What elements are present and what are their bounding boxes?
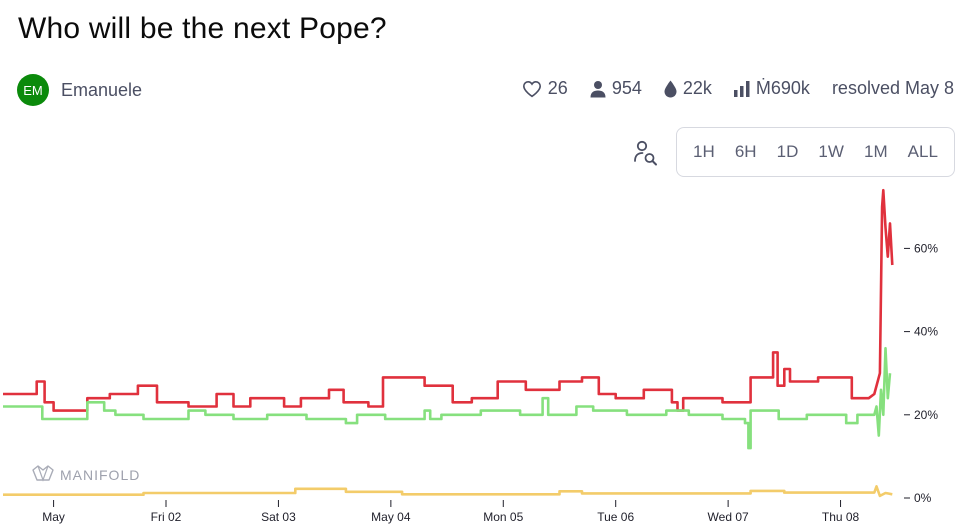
range-1w-button[interactable]: 1W <box>818 142 844 161</box>
range-all-button[interactable]: ALL <box>907 142 938 161</box>
y-axis: 0% 20% 40% 60% <box>904 241 938 505</box>
x-tick-label: Thu 08 <box>822 510 860 524</box>
manifold-watermark: MANIFOLD <box>32 464 140 485</box>
creator[interactable]: EM Emanuele <box>17 74 142 106</box>
x-tick-label: Mon 05 <box>483 510 523 524</box>
bar-chart-icon <box>733 80 750 97</box>
range-1h-button[interactable]: 1H <box>693 142 715 161</box>
x-tick-label: May 04 <box>371 510 411 524</box>
market-title: Who will be the next Pope? <box>18 12 387 45</box>
series-line-1 <box>3 346 892 450</box>
y-tick-label: 0% <box>914 491 932 505</box>
market-stats: 26 954 22k Ṁ690k resolved May 8 <box>522 78 954 99</box>
volume-stat: Ṁ690k <box>733 78 810 99</box>
range-1m-button[interactable]: 1M <box>863 142 888 161</box>
x-tick-label: Fri 02 <box>151 510 182 524</box>
liquidity-stat: 22k <box>664 78 712 99</box>
status-stat: resolved May 8 <box>832 78 954 99</box>
droplet-icon <box>664 80 677 98</box>
search-person-icon[interactable] <box>634 140 658 166</box>
manifold-logo-icon <box>32 464 54 485</box>
user-icon <box>590 80 606 98</box>
chart-svg: 0% 20% 40% 60% May Fri 02 Sat 03 May 04 Mon 05 T… <box>3 188 938 524</box>
x-tick-label: Sat 03 <box>261 510 296 524</box>
series-line-0 <box>3 188 894 412</box>
liquidity-amount: 22k <box>682 78 712 98</box>
likes-count: 26 <box>547 78 568 98</box>
y-tick-label: 40% <box>914 325 938 339</box>
traders-count: 954 <box>611 78 642 98</box>
x-axis: May Fri 02 Sat 03 May 04 Mon 05 Tue 06 Wed 07 T… <box>42 500 860 524</box>
likes-stat[interactable]: 26 <box>522 78 568 99</box>
series-layer <box>3 188 894 498</box>
traders-stat: 954 <box>590 78 642 99</box>
resolution-status: resolved May 8 <box>831 78 954 98</box>
y-tick-label: 20% <box>914 408 938 422</box>
series-line-2 <box>3 485 893 498</box>
time-range-selector: 1H 6H 1D 1W 1M ALL <box>676 127 955 177</box>
range-1d-button[interactable]: 1D <box>776 142 799 161</box>
heart-icon <box>522 80 542 98</box>
volume-amount: Ṁ690k <box>755 78 810 98</box>
x-tick-label: May <box>42 510 65 524</box>
probability-chart[interactable]: 0% 20% 40% 60% May Fri 02 Sat 03 May 04 Mon 05 T… <box>0 186 968 526</box>
creator-name[interactable]: Emanuele <box>61 79 143 100</box>
x-tick-label: Tue 06 <box>597 510 634 524</box>
y-tick-label: 60% <box>914 241 938 255</box>
range-6h-button[interactable]: 6H <box>734 142 757 161</box>
x-tick-label: Wed 07 <box>708 510 749 524</box>
watermark-text: MANIFOLD <box>60 466 141 483</box>
avatar[interactable]: EM <box>17 74 49 106</box>
